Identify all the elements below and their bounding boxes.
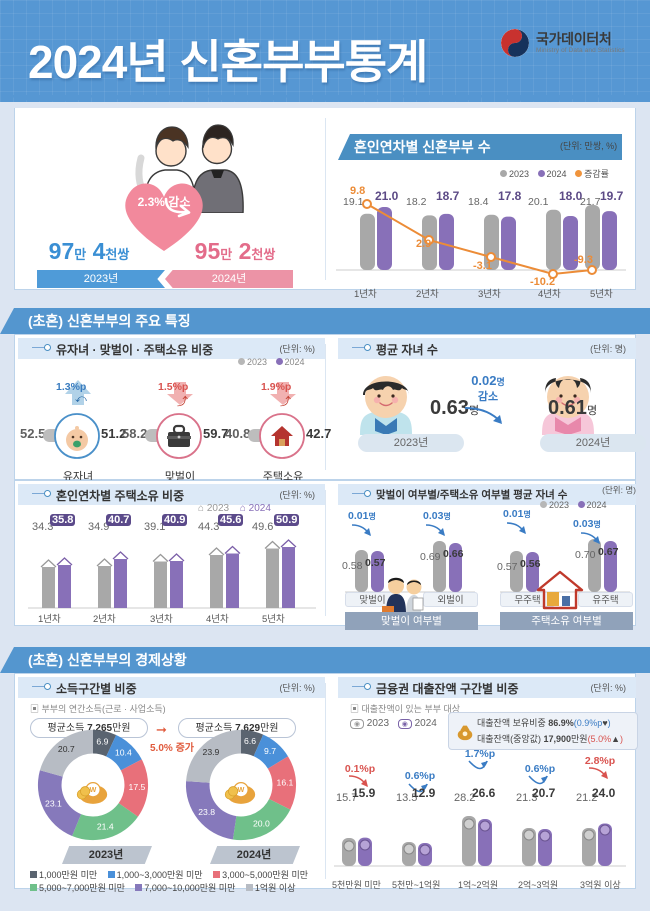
svg-text:20.7: 20.7 — [58, 744, 75, 754]
svg-text:23.1: 23.1 — [45, 799, 62, 809]
svg-text:10.4: 10.4 — [115, 747, 132, 757]
svg-text:23.9: 23.9 — [203, 747, 220, 757]
svg-text:6.9: 6.9 — [96, 736, 108, 746]
svg-text:W: W — [90, 786, 97, 794]
svg-text:6.6: 6.6 — [244, 736, 256, 746]
svg-text:23.8: 23.8 — [198, 807, 215, 817]
svg-text:9.7: 9.7 — [264, 746, 276, 756]
svg-text:20.0: 20.0 — [253, 818, 270, 828]
svg-text:17.5: 17.5 — [129, 782, 146, 792]
svg-text:W: W — [238, 786, 245, 794]
svg-text:21.4: 21.4 — [97, 822, 114, 832]
svg-text:16.1: 16.1 — [277, 777, 294, 787]
